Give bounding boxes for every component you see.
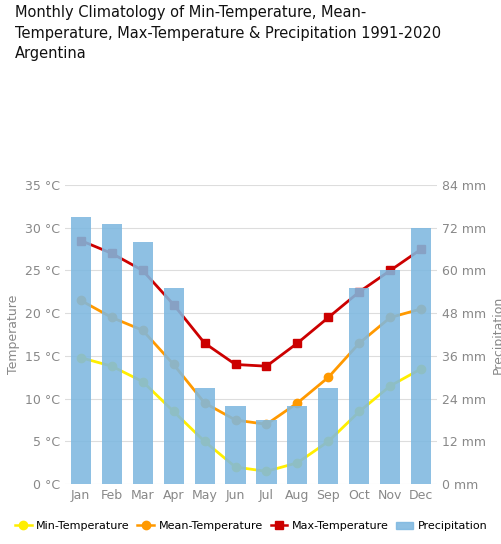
Bar (225, 406, 245, 484)
Legend: Min-Temperature, Mean-Temperature, Max-Temperature, Precipitation: Min-Temperature, Mean-Temperature, Max-T… (11, 517, 490, 536)
Text: Monthly Climatology of Min-Temperature, Mean-
Temperature, Max-Temperature & Pre: Monthly Climatology of Min-Temperature, … (15, 5, 440, 61)
Bar (256, 420, 276, 484)
Y-axis label: Precipitation: Precipitation (490, 295, 501, 374)
Bar (163, 288, 183, 484)
Bar (318, 388, 338, 484)
Bar (287, 406, 307, 484)
Bar (132, 242, 152, 484)
Bar (101, 224, 122, 484)
Bar (194, 388, 214, 484)
Bar (410, 228, 430, 484)
Bar (379, 270, 400, 484)
Bar (349, 288, 369, 484)
Y-axis label: Temperature: Temperature (7, 295, 20, 374)
Bar (71, 217, 91, 484)
